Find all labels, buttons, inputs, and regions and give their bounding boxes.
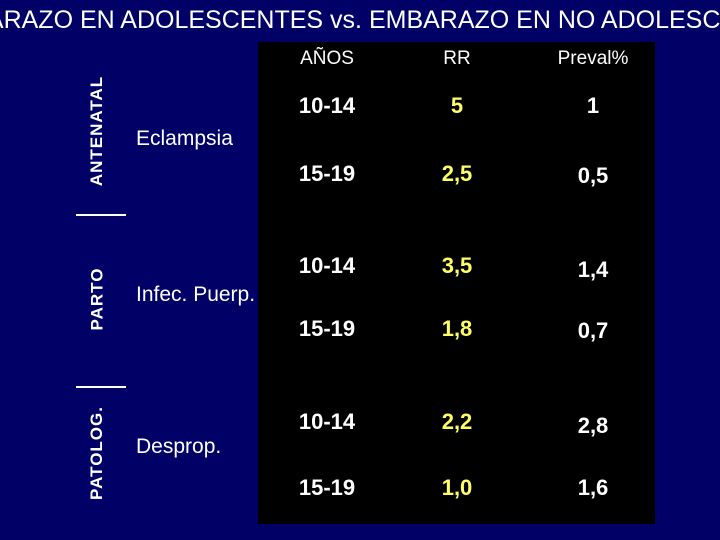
cell-age: 10-14 (298, 409, 356, 434)
data-table-panel (258, 42, 655, 524)
section-divider (76, 214, 126, 216)
header-preval: Preval% (557, 48, 629, 69)
header-rr: RR (443, 48, 471, 69)
cell-age: 10-14 (298, 253, 356, 278)
cell-preval: 1,6 (577, 475, 609, 500)
cell-rr: 2,2 (441, 409, 473, 434)
cell-preval: 1,4 (577, 257, 609, 282)
section-label-parto: PARTO (87, 267, 106, 331)
section-label-patolog: PATOLOG. (87, 405, 107, 500)
row-label-infec-puerp: Infec. Puerp. (136, 283, 256, 306)
cell-age: 15-19 (298, 316, 356, 341)
section-label-antenatal: ANTENATAL (87, 75, 107, 187)
cell-preval: 1 (586, 93, 600, 118)
cell-age: 15-19 (298, 475, 356, 500)
cell-rr: 1,0 (441, 475, 473, 500)
cell-rr: 2,5 (441, 161, 473, 186)
section-divider (76, 386, 126, 388)
row-label-eclampsia: Eclampsia (136, 127, 233, 150)
row-label-desprop: Desprop. (136, 435, 222, 458)
cell-rr: 1,8 (441, 316, 473, 341)
slide-title: ARAZO EN ADOLESCENTES vs. EMBARAZO EN NO… (0, 6, 720, 34)
cell-preval: 0,5 (577, 163, 609, 188)
cell-preval: 2,8 (577, 413, 609, 438)
cell-preval: 0,7 (577, 318, 609, 343)
cell-rr: 3,5 (441, 253, 473, 278)
cell-age: 10-14 (298, 93, 356, 118)
cell-age: 15-19 (298, 161, 356, 186)
cell-rr: 5 (450, 93, 464, 118)
header-anos: AÑOS (300, 48, 354, 69)
